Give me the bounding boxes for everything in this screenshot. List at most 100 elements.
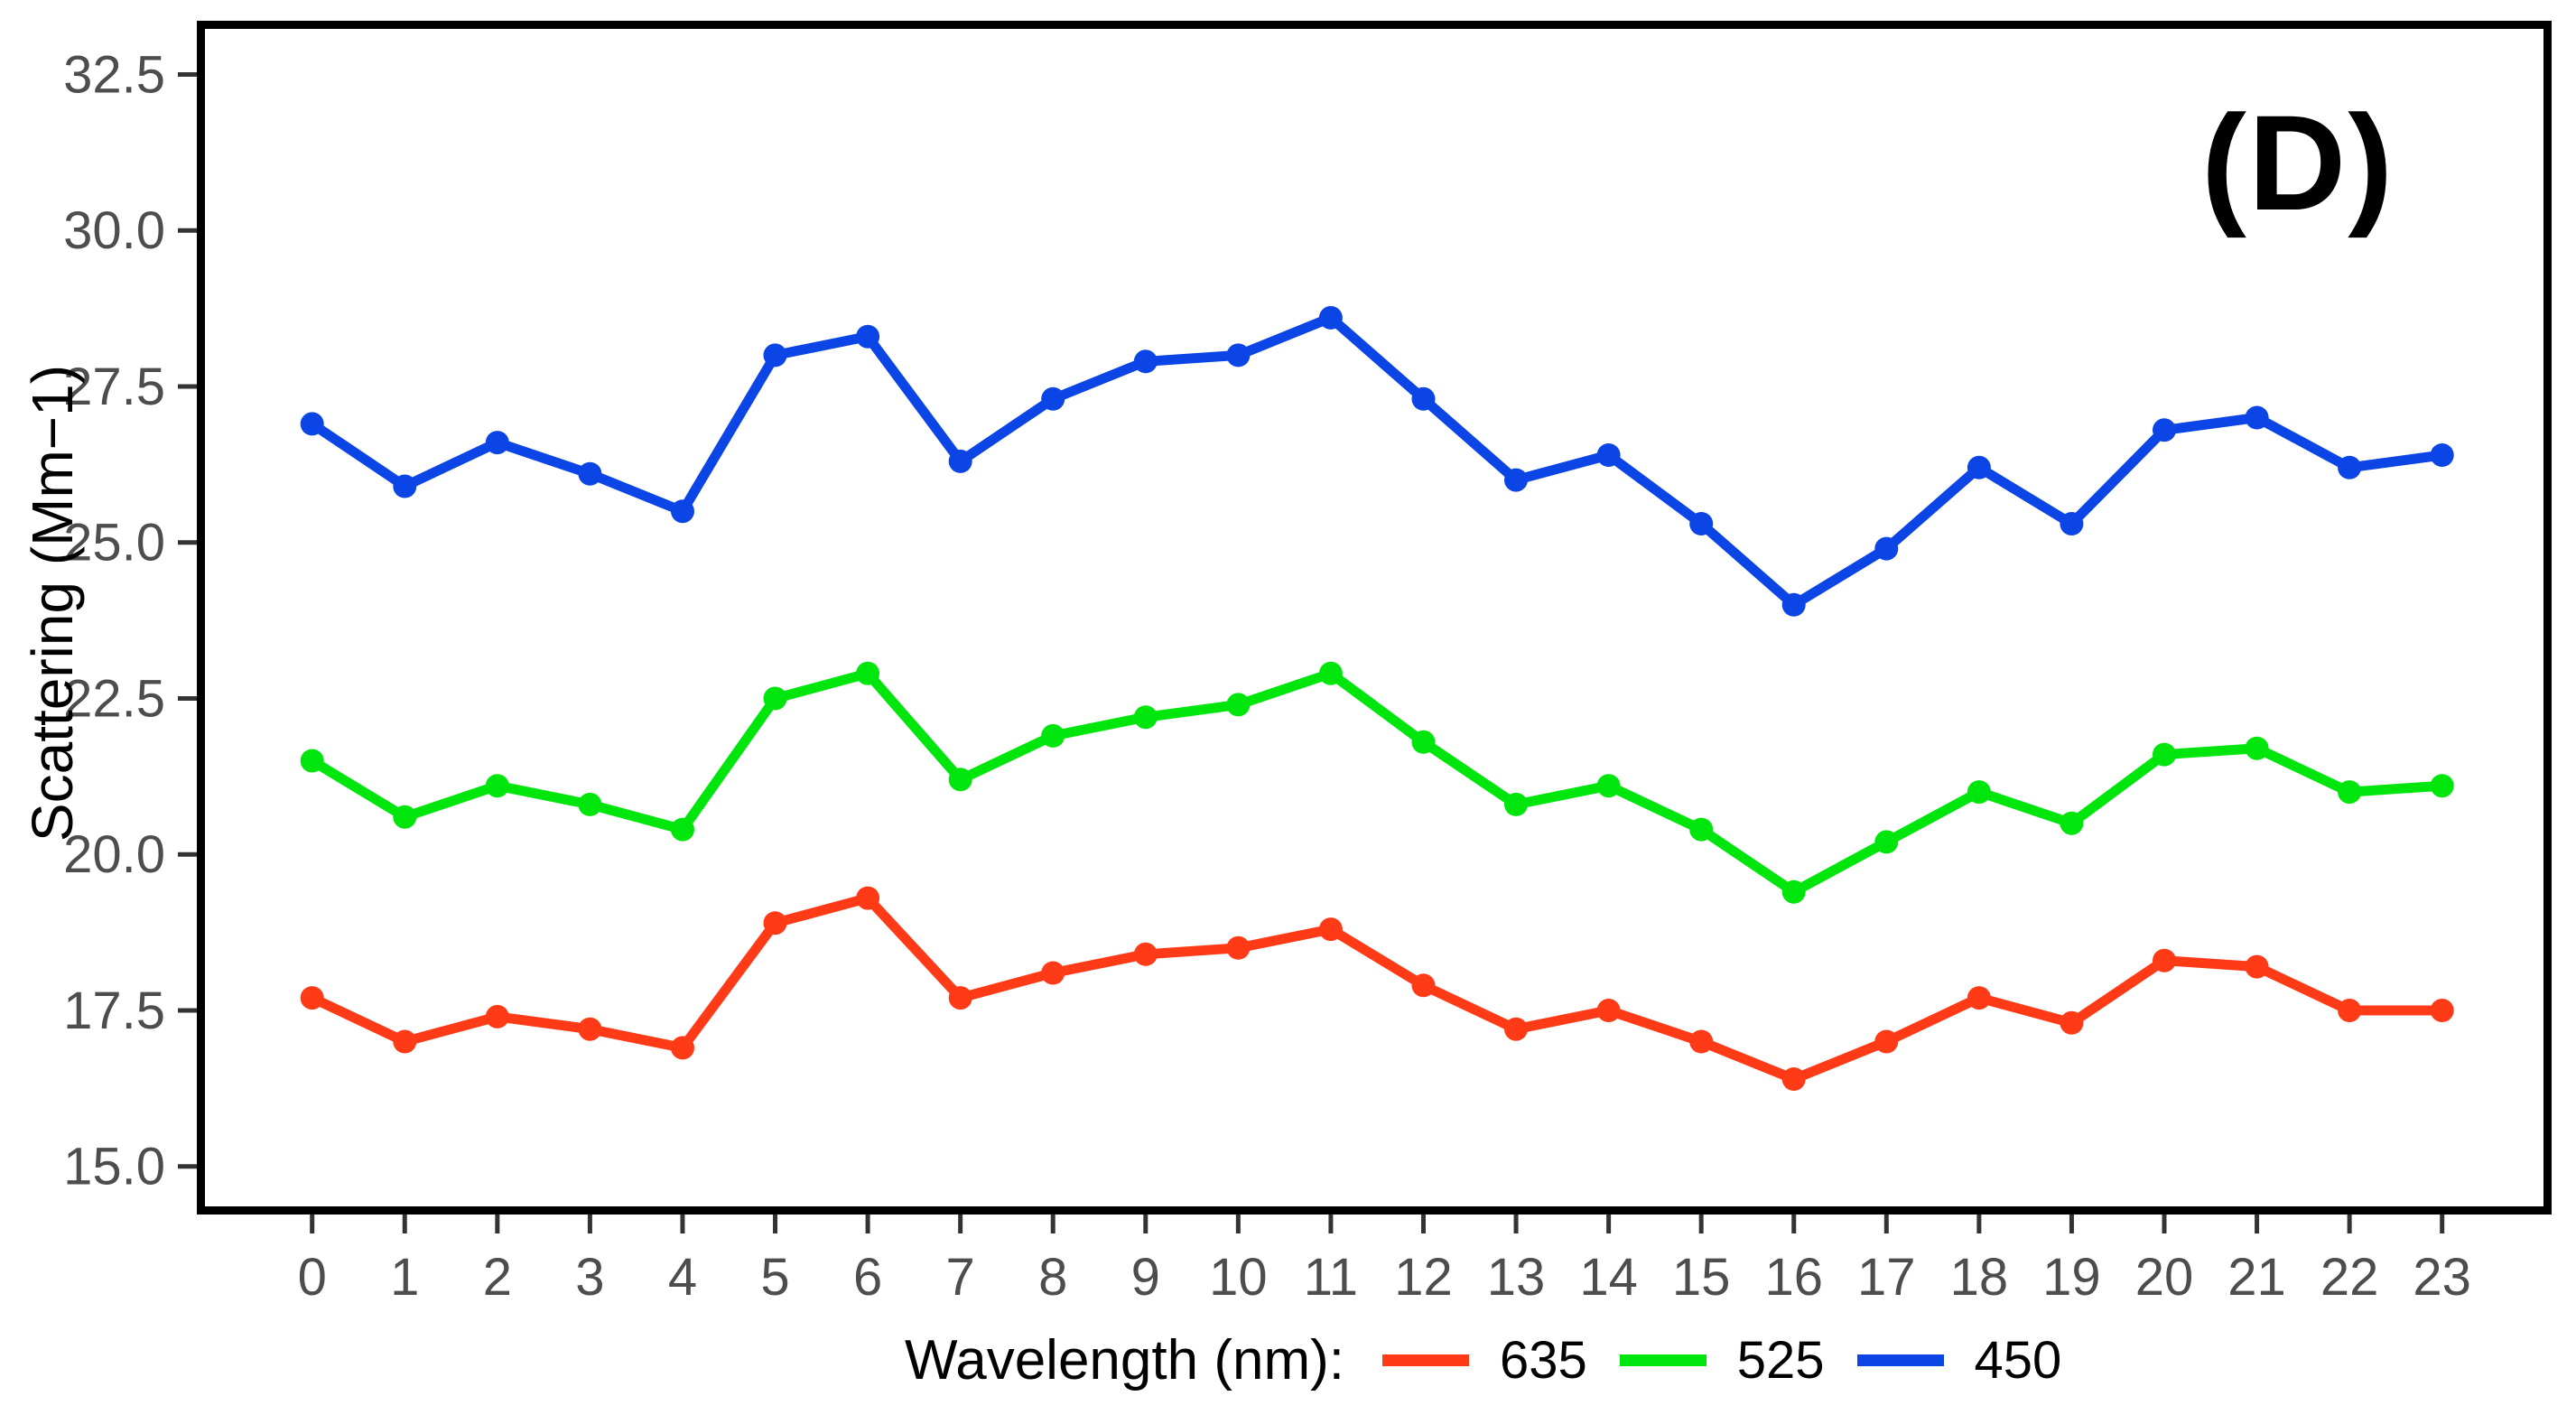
data-point-635-h16 <box>1781 1067 1806 1091</box>
data-point-450-h5 <box>763 343 787 368</box>
data-point-450-h13 <box>1504 468 1528 492</box>
data-point-635-h19 <box>2060 1010 2084 1035</box>
x-tick-label: 1 <box>390 1248 419 1307</box>
data-point-635-h12 <box>1411 973 1436 998</box>
data-point-525-h0 <box>300 749 324 773</box>
legend: Wavelength (nm): 635 525 450 <box>905 1317 2061 1403</box>
x-tick-label: 6 <box>853 1248 882 1307</box>
legend-line-icon-525 <box>1619 1354 1706 1366</box>
data-point-450-h2 <box>485 431 509 455</box>
data-point-635-h15 <box>1689 1029 1714 1054</box>
data-point-525-h20 <box>2153 742 2176 767</box>
y-tick-label: 27.5 <box>63 358 165 416</box>
x-tick-label: 18 <box>1950 1248 2009 1307</box>
data-point-525-h7 <box>948 768 972 792</box>
data-point-525-h11 <box>1318 661 1343 685</box>
panel-label-d: (D) <box>2201 87 2395 238</box>
data-point-450-h14 <box>1596 443 1621 467</box>
y-tick-label: 30.0 <box>63 201 165 260</box>
series-line-635 <box>307 893 2448 1084</box>
data-point-450-h15 <box>1689 512 1714 535</box>
x-tick-label: 5 <box>760 1248 789 1307</box>
legend-line-icon-450 <box>1856 1354 1944 1366</box>
data-point-635-h13 <box>1504 1017 1528 1041</box>
legend-label-635: 635 <box>1499 1330 1587 1390</box>
data-point-525-h9 <box>1133 705 1158 730</box>
data-point-450-h10 <box>1226 343 1251 368</box>
data-point-450-h3 <box>578 461 602 486</box>
data-point-525-h19 <box>2060 811 2084 835</box>
data-point-525-h3 <box>578 792 602 816</box>
data-point-450-h11 <box>1318 305 1343 330</box>
data-point-635-h3 <box>578 1017 602 1041</box>
data-point-450-h18 <box>1967 455 1991 479</box>
x-tick-label: 7 <box>946 1248 975 1307</box>
data-point-635-h22 <box>2338 999 2362 1022</box>
y-tick-label: 22.5 <box>63 669 165 728</box>
data-point-635-h14 <box>1596 999 1621 1022</box>
data-point-525-h8 <box>1041 723 1065 748</box>
legend-item-635: 635 <box>1381 1330 1587 1391</box>
data-point-450-h6 <box>856 324 880 349</box>
series-line-525 <box>307 668 2448 898</box>
x-tick-label: 14 <box>1579 1248 1638 1307</box>
data-point-450-h8 <box>1041 386 1065 411</box>
legend-label-450: 450 <box>1974 1330 2062 1390</box>
legend-item-525: 525 <box>1619 1330 1825 1391</box>
data-point-450-h21 <box>2245 405 2269 430</box>
data-point-635-h7 <box>948 986 972 1010</box>
data-point-450-h4 <box>671 499 694 524</box>
data-point-450-h23 <box>2430 443 2454 467</box>
data-point-525-h12 <box>1411 730 1436 754</box>
data-point-525-h22 <box>2338 780 2362 805</box>
x-tick-label: 15 <box>1672 1248 1731 1307</box>
data-point-635-h9 <box>1133 942 1158 966</box>
y-tick-label: 32.5 <box>63 45 165 104</box>
data-point-525-h23 <box>2430 774 2454 798</box>
data-point-525-h16 <box>1781 880 1806 904</box>
legend-line-icon-635 <box>1381 1354 1469 1366</box>
data-point-635-h1 <box>393 1029 417 1054</box>
data-point-450-h17 <box>1874 536 1899 561</box>
data-point-450-h0 <box>300 412 324 436</box>
data-point-450-h1 <box>393 474 417 498</box>
data-point-635-h4 <box>671 1036 694 1060</box>
x-tick-label: 20 <box>2135 1248 2194 1307</box>
x-tick-label: 17 <box>1857 1248 1916 1307</box>
data-point-635-h17 <box>1874 1029 1899 1054</box>
x-tick-label: 10 <box>1209 1248 1268 1307</box>
y-tick-label: 17.5 <box>63 982 165 1040</box>
data-point-525-h13 <box>1504 792 1528 816</box>
x-tick-label: 12 <box>1394 1248 1453 1307</box>
data-point-525-h15 <box>1689 817 1714 842</box>
data-point-635-h11 <box>1318 917 1343 942</box>
x-tick-label: 0 <box>298 1248 327 1307</box>
data-point-450-h22 <box>2338 455 2362 479</box>
x-tick-label: 19 <box>2042 1248 2101 1307</box>
data-point-635-h23 <box>2430 999 2454 1022</box>
x-tick-label: 3 <box>575 1248 604 1307</box>
x-tick-label: 2 <box>483 1248 512 1307</box>
data-point-635-h18 <box>1967 986 1991 1010</box>
data-point-635-h0 <box>300 986 324 1010</box>
data-point-635-h5 <box>763 911 787 935</box>
data-point-525-h4 <box>671 817 694 842</box>
y-tick-label: 25.0 <box>63 514 165 572</box>
x-tick-label: 9 <box>1131 1248 1160 1307</box>
data-point-635-h10 <box>1226 935 1251 960</box>
data-point-525-h17 <box>1874 830 1899 854</box>
x-tick-label: 23 <box>2413 1248 2471 1307</box>
data-point-635-h21 <box>2245 954 2269 979</box>
data-point-525-h10 <box>1226 693 1251 717</box>
y-tick-label: 15.0 <box>63 1138 165 1196</box>
data-point-525-h5 <box>763 686 787 711</box>
data-point-450-h7 <box>948 449 972 473</box>
data-point-635-h8 <box>1041 961 1065 985</box>
data-point-525-h21 <box>2245 736 2269 760</box>
plot-panel-border <box>197 21 2552 1215</box>
y-axis-title: Scattering (Mm−1) <box>20 364 85 842</box>
series-line-450 <box>307 312 2448 610</box>
x-tick-label: 13 <box>1487 1248 1546 1307</box>
data-point-450-h12 <box>1411 386 1436 411</box>
x-tick-label: 11 <box>1304 1248 1358 1307</box>
